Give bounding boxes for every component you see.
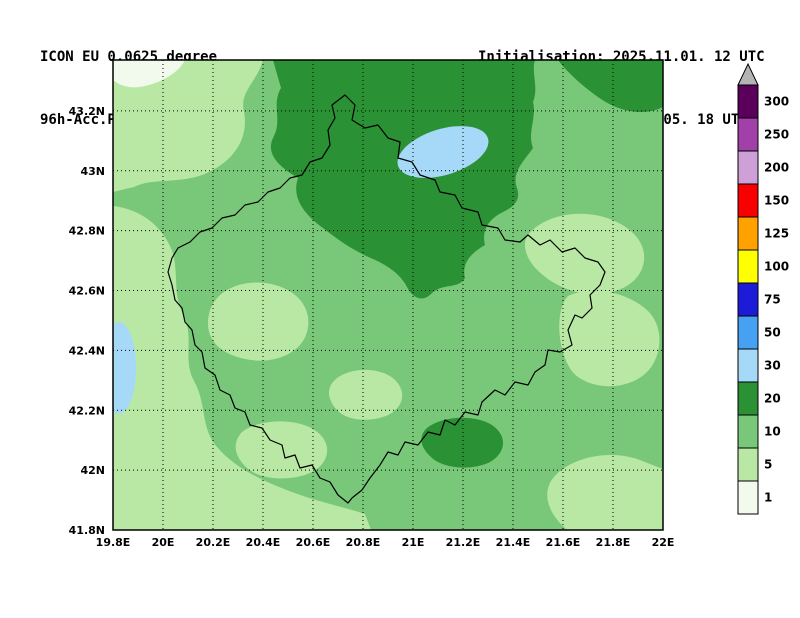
- lat-tick-label: 42.6N: [69, 285, 105, 298]
- legend-swatch: [738, 415, 758, 448]
- legend-swatch: [738, 481, 758, 514]
- map-area: 19.8E 20E 20.2E 20.4E 20.6E 20.8E 21E 21.2E 21.4…: [69, 60, 675, 549]
- legend-swatch: [738, 448, 758, 481]
- legend-value-label: 1: [764, 491, 772, 505]
- legend-value-label: 200: [764, 161, 789, 175]
- legend-swatch: [738, 349, 758, 382]
- lon-tick-label: 21.4E: [496, 536, 531, 549]
- lon-tick-label: 20.8E: [346, 536, 381, 549]
- lat-axis-labels: 43.2N 43N 42.8N 42.6N 42.4N 42.2N 42N 41.8N: [69, 105, 105, 537]
- legend-swatch: [738, 184, 758, 217]
- legend-value-label: 75: [764, 293, 781, 307]
- lon-tick-label: 20.6E: [296, 536, 331, 549]
- legend-swatch: [738, 118, 758, 151]
- legend-value-label: 20: [764, 392, 781, 406]
- legend-value-label: 300: [764, 95, 789, 109]
- legend-value-label: 100: [764, 260, 789, 274]
- lat-tick-label: 41.8N: [69, 524, 105, 537]
- lat-tick-label: 42.4N: [69, 344, 105, 357]
- legend-swatch: [738, 316, 758, 349]
- color-legend: 300 250 200 150 125 100 75 50 30 20 10 5 1: [738, 64, 789, 514]
- lat-tick-label: 42.8N: [69, 225, 105, 238]
- lat-tick-label: 42N: [80, 464, 105, 477]
- lon-tick-label: 20.2E: [196, 536, 231, 549]
- lon-tick-label: 22E: [652, 536, 675, 549]
- legend-swatch: [738, 382, 758, 415]
- legend-swatch: [738, 217, 758, 250]
- legend-swatch: [738, 250, 758, 283]
- lon-tick-label: 21.8E: [596, 536, 631, 549]
- legend-value-label: 30: [764, 359, 781, 373]
- legend-swatch: [738, 85, 758, 118]
- lat-tick-label: 42.2N: [69, 404, 105, 417]
- lon-tick-label: 19.8E: [96, 536, 131, 549]
- lon-tick-label: 21.2E: [446, 536, 481, 549]
- lon-tick-label: 20.4E: [246, 536, 281, 549]
- legend-value-label: 125: [764, 227, 789, 241]
- legend-swatch: [738, 283, 758, 316]
- legend-swatch: [738, 151, 758, 184]
- lat-tick-label: 43.2N: [69, 105, 105, 118]
- legend-overflow-arrow-icon: [738, 64, 758, 85]
- precipitation-map-canvas: 19.8E 20E 20.2E 20.4E 20.6E 20.8E 21E 21.2E 21.4…: [0, 0, 800, 618]
- precip-blob-light: [329, 370, 402, 420]
- legend-value-label: 50: [764, 326, 781, 340]
- precip-blob-light: [208, 282, 308, 360]
- legend-value-label: 5: [764, 458, 772, 472]
- lat-tick-label: 43N: [80, 165, 105, 178]
- legend-value-label: 150: [764, 194, 789, 208]
- legend-value-label: 250: [764, 128, 789, 142]
- lon-axis-labels: 19.8E 20E 20.2E 20.4E 20.6E 20.8E 21E 21.2E 21.4…: [96, 536, 675, 549]
- lon-tick-label: 20E: [152, 536, 175, 549]
- precip-blob-blue: [102, 322, 136, 414]
- lon-tick-label: 21.6E: [546, 536, 581, 549]
- lon-tick-label: 21E: [402, 536, 425, 549]
- legend-value-label: 10: [764, 425, 781, 439]
